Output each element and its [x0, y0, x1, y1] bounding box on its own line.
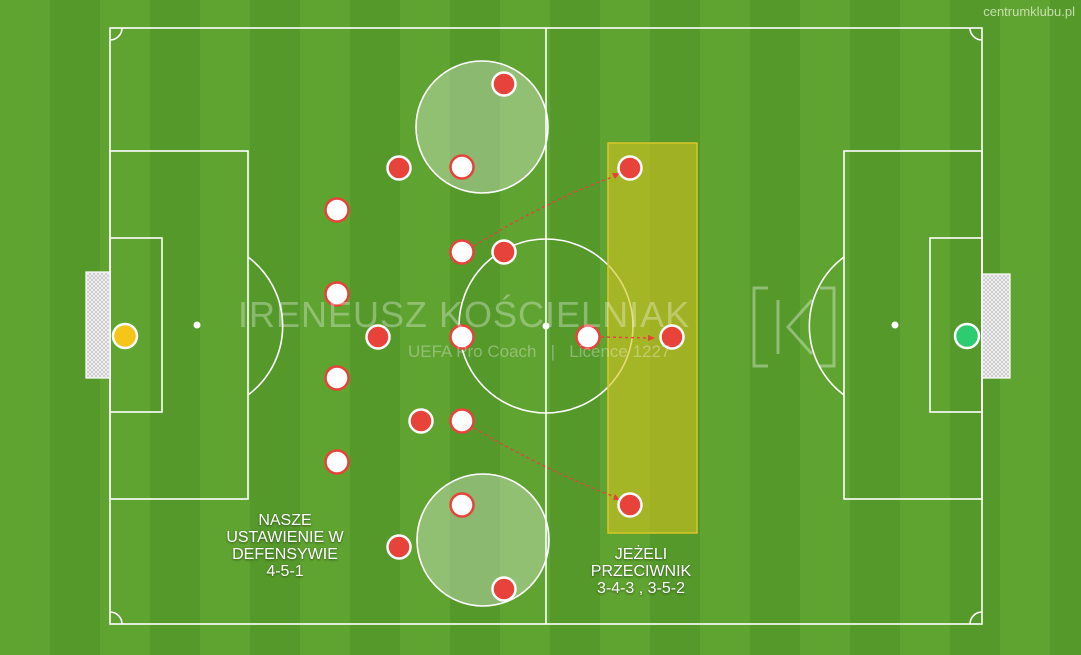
red-right-center [659, 324, 685, 350]
right-goalkeeper [953, 322, 981, 350]
players-layer [324, 71, 685, 602]
centre-spot [542, 322, 550, 330]
left-goalkeeper [111, 322, 139, 350]
red-wide-top [386, 155, 412, 181]
left-penalty-arc [247, 256, 284, 396]
white-mid-lower [449, 408, 475, 434]
opponent-formation-caption: JEŻELI PRZECIWNIK 3-4-3 , 3-5-2 [590, 546, 692, 597]
left-penalty-spot [193, 321, 201, 329]
site-credit: centrumklubu.pl [983, 4, 1075, 19]
right-goal-net [981, 273, 1011, 379]
white-left-back-lower [324, 365, 350, 391]
white-left-back-top [324, 197, 350, 223]
white-mid-center [449, 324, 475, 350]
arrowhead-center [648, 335, 655, 341]
red-wide-bottom [386, 534, 412, 560]
red-mid-lower [408, 408, 434, 434]
arrow-top [473, 174, 619, 247]
white-mid-upper [449, 239, 475, 265]
bottom-zone-circle [416, 473, 550, 607]
arrowhead-top [612, 173, 620, 179]
white-left-back-upper [324, 281, 350, 307]
watermark-name: IRENEUSZ KOŚCIELNIAK [238, 294, 691, 335]
pressing-arrows [473, 174, 651, 499]
top-zone-circle [415, 60, 549, 194]
watermark-logo [752, 286, 836, 368]
left-goal-net [85, 271, 111, 379]
our-formation-caption: NASZE USTAWIENIE W DEFENSYWIE 4-5-1 [226, 512, 344, 580]
arrow-bottom [473, 427, 619, 499]
red-bottom-inner [491, 576, 517, 602]
corner-arc-bottom-left [109, 611, 123, 625]
white-mid-top [449, 154, 475, 180]
red-right-top [617, 155, 643, 181]
red-mid-top [491, 71, 517, 97]
right-penalty-spot [891, 321, 899, 329]
corner-arc-bottom-right [969, 611, 983, 625]
white-left-back-bottom [324, 449, 350, 475]
arrow-center [600, 336, 651, 339]
arrowhead-bottom [613, 494, 620, 500]
red-right-bottom [617, 492, 643, 518]
right-penalty-arc [808, 256, 845, 396]
corner-arc-top-right [969, 27, 983, 41]
white-forward [575, 324, 601, 350]
corner-arc-top-left [109, 27, 123, 41]
red-deep-center [365, 324, 391, 350]
watermark-subtitle: UEFA Pro Coach | Licence 1227 [408, 342, 671, 361]
white-mid-bottom [449, 492, 475, 518]
arrow-heads [612, 173, 655, 500]
red-mid-upper [491, 239, 517, 265]
